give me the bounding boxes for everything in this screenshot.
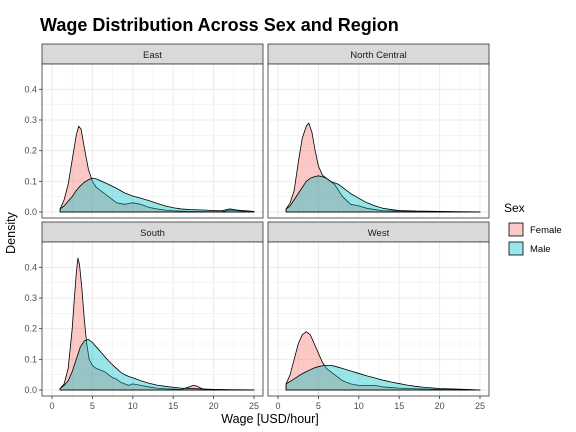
facet-panel-west: West 0 5 10 15 20 25 [267,221,490,411]
facet-panels: East 0.0 0.1 0.2 0.3 0.4 North Central South 0.0… [24,43,490,411]
legend-swatch-female [508,222,524,237]
y-tick-label: 0.2 [24,146,37,156]
x-axis-title: Wage [USD/hour] [221,412,319,426]
facet-strip-label: North Central [350,50,407,61]
y-tick-label: 0.2 [24,324,37,334]
panel-border [267,241,490,397]
x-tick-label: 15 [394,401,404,411]
density-area-male [59,177,255,213]
legend-key-background [508,222,524,237]
y-tick-label: 0.4 [24,84,37,94]
legend-item-male: Male [508,241,551,256]
facet-panel-east: East 0.0 0.1 0.2 0.3 0.4 [24,43,264,219]
legend-title: Sex [504,201,525,215]
y-axis-title: Density [4,211,18,253]
legend-key-background [508,241,524,256]
x-tick-label: 0 [49,401,54,411]
density-area-female [59,125,255,213]
density-area-female [285,331,481,391]
x-tick-label: 20 [209,401,219,411]
facet-strip-label: South [140,228,165,239]
density-area-male [285,175,481,213]
x-tick-label: 15 [168,401,178,411]
legend-item-female: Female [508,222,562,237]
gridlines [268,64,489,218]
y-tick-label: 0.1 [24,354,37,364]
density-area-female [59,257,255,391]
x-tick-label: 5 [90,401,95,411]
x-tick-label: 25 [249,401,259,411]
facet-panel-south: South 0.0 0.1 0.2 0.3 0.4 0 5 10 15 20 25 [24,221,264,411]
x-tick-label: 5 [316,401,321,411]
panel-border [41,63,264,219]
x-tick-label: 20 [435,401,445,411]
legend-label: Female [530,225,562,236]
y-tick-label: 0.1 [24,176,37,186]
x-tick-label: 10 [354,401,364,411]
x-tick-label: 10 [128,401,138,411]
facet-strip-label: West [368,228,390,239]
facet-panel-north-central: North Central [267,43,490,219]
y-tick-label: 0.0 [24,385,37,395]
x-tick-label: 25 [475,401,485,411]
legend-items: Female Male [508,222,562,256]
legend-swatch-male [508,241,524,256]
chart-title: Wage Distribution Across Sex and Region [40,15,399,35]
density-area-male [285,365,481,391]
facet-strip-label: East [143,50,162,61]
y-tick-label: 0.3 [24,115,37,125]
legend-label: Male [530,244,551,255]
y-tick-label: 0.0 [24,207,37,217]
panel-border [267,63,490,219]
legend: Sex Female Male [504,201,562,256]
density-area-male [59,339,255,391]
x-tick-label: 0 [275,401,280,411]
y-tick-label: 0.4 [24,262,37,272]
panel-border [41,241,264,397]
y-tick-label: 0.3 [24,293,37,303]
